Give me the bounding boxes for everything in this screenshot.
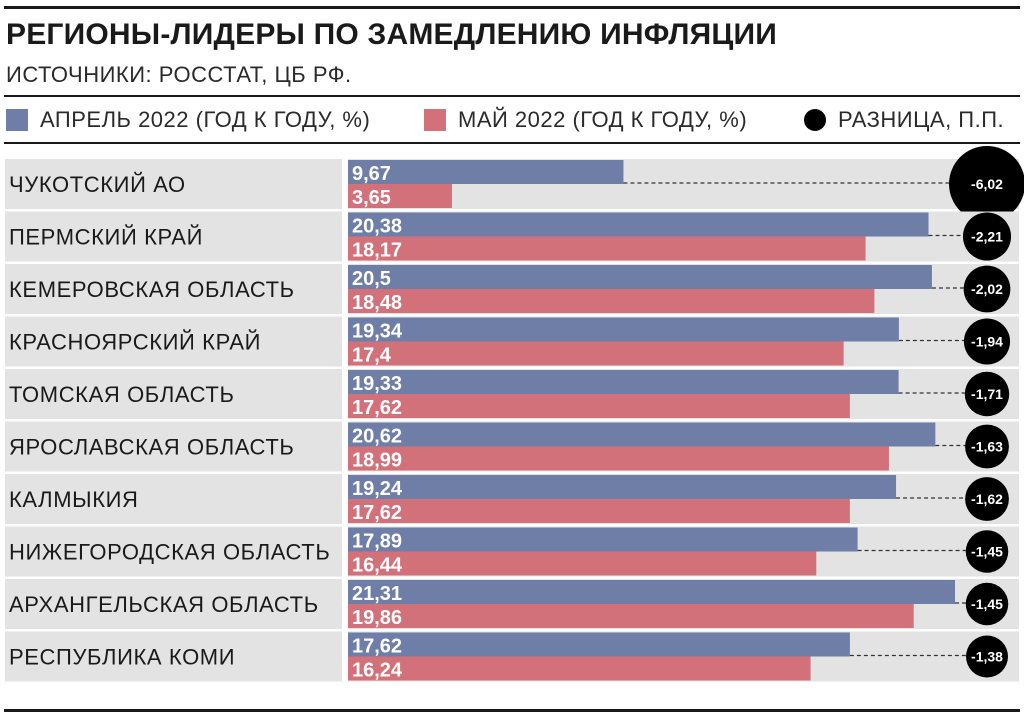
diff-label: -1,62 — [971, 491, 1003, 507]
legend-dot-diff — [804, 109, 826, 131]
legend-label-may: МАЙ 2022 (ГОД К ГОДУ, %) — [458, 107, 748, 132]
bar-may — [348, 236, 866, 261]
row-separator — [342, 159, 348, 209]
chart-source: ИСТОЧНИКИ: РОССТАТ, ЦБ РФ. — [6, 62, 352, 87]
bar-label-april: 17,89 — [352, 531, 402, 553]
chart-title: РЕГИОНЫ-ЛИДЕРЫ ПО ЗАМЕДЛЕНИЮ ИНФЛЯЦИИ — [6, 18, 778, 51]
diff-circle — [965, 582, 1009, 626]
bar-april — [348, 212, 929, 237]
legend-item-diff: РАЗНИЦА, П.П. — [804, 103, 1004, 137]
bar-may — [348, 446, 889, 471]
bar-april — [348, 370, 899, 394]
legend-label-april: АПРЕЛЬ 2022 (ГОД К ГОДУ, %) — [40, 107, 371, 132]
diff-circle — [964, 371, 1010, 417]
bar-label-may: 18,99 — [352, 450, 402, 472]
bar-may — [348, 499, 850, 523]
legend-label-diff: РАЗНИЦА, П.П. — [838, 107, 1005, 132]
bar-label-april: 19,34 — [352, 321, 403, 343]
bar-may — [348, 184, 452, 208]
bar-april — [348, 527, 858, 552]
bar-label-may: 16,24 — [352, 660, 403, 682]
legend-swatch-may — [424, 109, 446, 131]
row-separator — [342, 474, 348, 524]
bar-label-april: 20,38 — [352, 216, 402, 238]
category-label: АРХАНГЕЛЬСКАЯ ОБЛАСТЬ — [9, 592, 319, 617]
bar-april — [348, 317, 899, 342]
category-label: ЧУКОТСКИЙ АО — [9, 172, 186, 197]
diff-circle — [966, 635, 1008, 678]
bar-april — [348, 160, 624, 184]
bar-april — [348, 422, 936, 447]
bar-label-may: 17,4 — [352, 345, 392, 367]
bar-label-may: 19,86 — [352, 607, 402, 629]
diff-label: -1,94 — [971, 334, 1003, 350]
diff-label: -1,63 — [971, 439, 1003, 455]
diff-circle — [965, 477, 1009, 521]
bar-may — [348, 289, 875, 313]
bar-label-may: 17,62 — [352, 397, 402, 419]
bar-label-april: 20,62 — [352, 426, 402, 448]
row-separator — [342, 369, 348, 419]
bar-may — [348, 394, 850, 418]
category-label: ТОМСКАЯ ОБЛАСТЬ — [9, 382, 234, 407]
row-separator — [342, 264, 348, 314]
diff-label: -1,45 — [971, 544, 1003, 560]
row-separator — [342, 526, 348, 577]
diff-circle — [949, 146, 1024, 222]
bar-april — [348, 580, 955, 604]
bar-label-april: 9,67 — [352, 163, 391, 185]
bar-label-april: 17,62 — [352, 636, 402, 658]
category-label: ЯРОСЛАВСКАЯ ОБЛАСТЬ — [9, 435, 294, 460]
bar-may — [348, 341, 844, 366]
diff-circle — [962, 212, 1012, 261]
category-label: РЕСПУБЛИКА КОМИ — [9, 645, 235, 670]
diff-label: -2,21 — [971, 229, 1003, 245]
diff-label: -6,02 — [971, 176, 1003, 192]
row-separator — [342, 579, 348, 629]
diff-label: -1,45 — [971, 596, 1003, 612]
bar-label-april: 20,5 — [352, 268, 391, 290]
bar-label-may: 3,65 — [352, 187, 391, 209]
bar-label-may: 16,44 — [352, 555, 403, 577]
bar-may — [348, 551, 817, 576]
category-label: КАЛМЫКИЯ — [9, 487, 139, 512]
bar-label-april: 19,24 — [352, 478, 403, 500]
bar-april — [348, 632, 850, 657]
category-label: КРАСНОЯРСКИЙ КРАЙ — [9, 330, 261, 355]
category-label: НИЖЕГОРОДСКАЯ ОБЛАСТЬ — [9, 540, 330, 565]
legend-item-april: АПРЕЛЬ 2022 (ГОД К ГОДУ, %) — [6, 103, 370, 137]
diff-circle — [963, 265, 1011, 313]
legend-swatch-april — [6, 109, 28, 131]
bar-label-may: 18,17 — [352, 240, 402, 262]
bar-label-april: 21,31 — [352, 583, 402, 605]
legend-top-rule — [4, 95, 1020, 97]
diff-circle — [963, 318, 1011, 365]
diff-label: -1,71 — [971, 386, 1003, 402]
bar-may — [348, 604, 914, 628]
legend-bottom-rule — [4, 142, 1020, 144]
top-rule — [4, 6, 1020, 9]
diff-circle — [965, 530, 1009, 573]
bottom-rule — [4, 709, 1020, 712]
row-separator — [342, 421, 348, 472]
diff-circle — [965, 424, 1009, 469]
diff-label: -2,02 — [971, 281, 1003, 297]
bar-may — [348, 656, 811, 681]
bar-april — [348, 265, 932, 289]
row-separator — [342, 211, 348, 262]
row-separator — [342, 631, 348, 682]
legend: АПРЕЛЬ 2022 (ГОД К ГОДУ, %) МАЙ 2022 (ГО… — [6, 103, 1018, 137]
bar-label-may: 17,62 — [352, 502, 402, 524]
category-label: КЕМЕРОВСКАЯ ОБЛАСТЬ — [9, 277, 295, 302]
bar-label-april: 19,33 — [352, 373, 402, 395]
legend-item-may: МАЙ 2022 (ГОД К ГОДУ, %) — [424, 103, 747, 137]
bar-april — [348, 475, 897, 499]
diff-label: -1,38 — [971, 649, 1003, 665]
category-label: ПЕРМСКИЙ КРАЙ — [9, 225, 203, 250]
bar-label-may: 18,48 — [352, 292, 402, 314]
row-separator — [342, 316, 348, 367]
